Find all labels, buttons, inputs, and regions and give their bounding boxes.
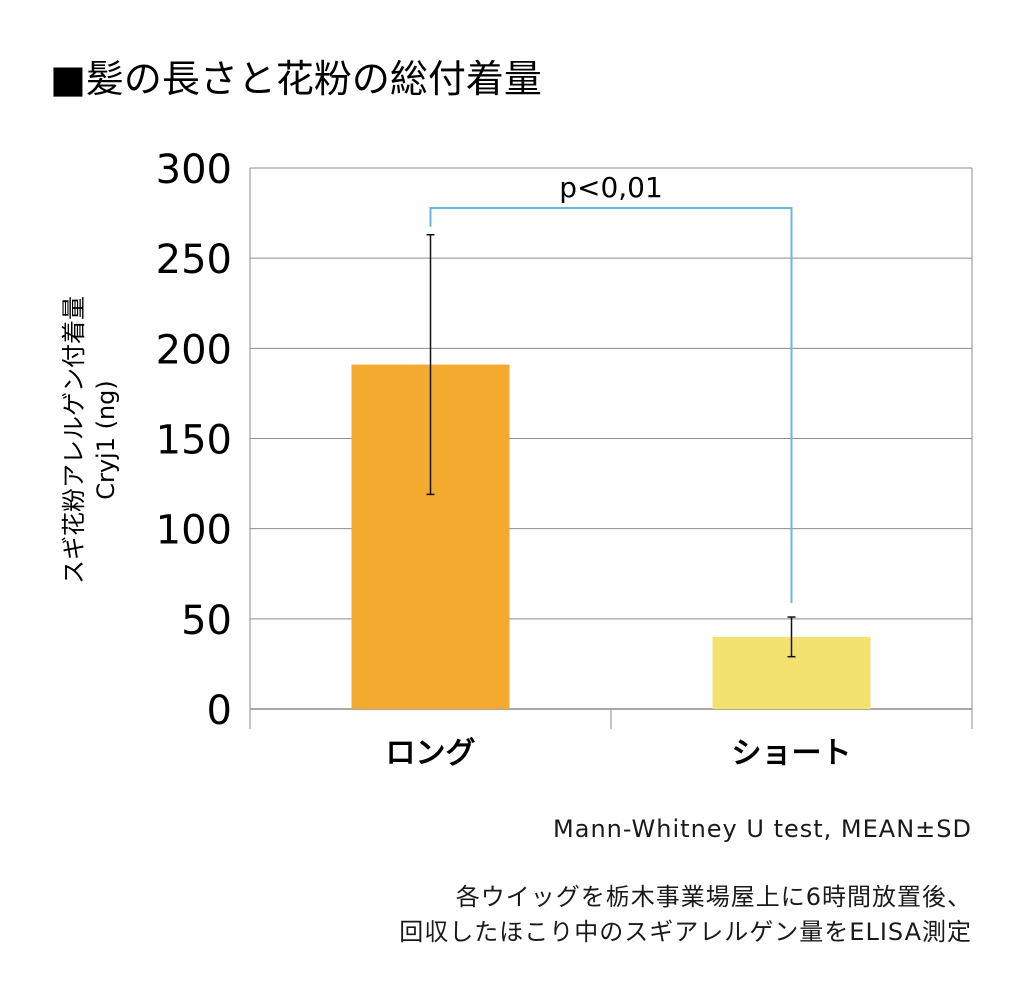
y-axis-label-line1: スギ花粉アレルゲン付着量 bbox=[60, 296, 88, 584]
y-axis-label: スギ花粉アレルゲン付着量 Cryj1 (ng) bbox=[60, 296, 120, 584]
y-tick-label: 150 bbox=[156, 418, 232, 464]
y-tick-label: 250 bbox=[156, 237, 232, 283]
x-category-labels: ロング ショート bbox=[386, 736, 852, 771]
method-note-line2: 回収したほこり中のスギアレルゲン量をELISA測定 bbox=[399, 918, 972, 946]
x-category-label: ショート bbox=[732, 736, 852, 771]
y-tick-label: 200 bbox=[156, 327, 232, 373]
chart-title: ■髪の長さと花粉の総付着量 bbox=[50, 57, 542, 101]
y-tick-label: 300 bbox=[156, 147, 232, 193]
y-tick-label: 100 bbox=[156, 508, 232, 554]
y-tick-label: 0 bbox=[207, 688, 232, 734]
y-axis-label-line2: Cryj1 (ng) bbox=[92, 380, 120, 500]
significance-bracket: p<0,01 bbox=[429, 171, 793, 604]
x-category-label: ロング bbox=[386, 736, 476, 771]
y-tick-labels: 0 50 100 150 200 250 300 bbox=[156, 147, 232, 734]
significance-line bbox=[429, 207, 793, 604]
test-note: Mann-Whitney U test, MEAN±SD bbox=[553, 815, 972, 843]
method-note-line1: 各ウイッグを栃木事業場屋上に6時間放置後、 bbox=[455, 883, 972, 911]
significance-label: p<0,01 bbox=[559, 171, 663, 204]
y-tick-label: 50 bbox=[181, 598, 232, 644]
error-bars bbox=[426, 233, 796, 658]
